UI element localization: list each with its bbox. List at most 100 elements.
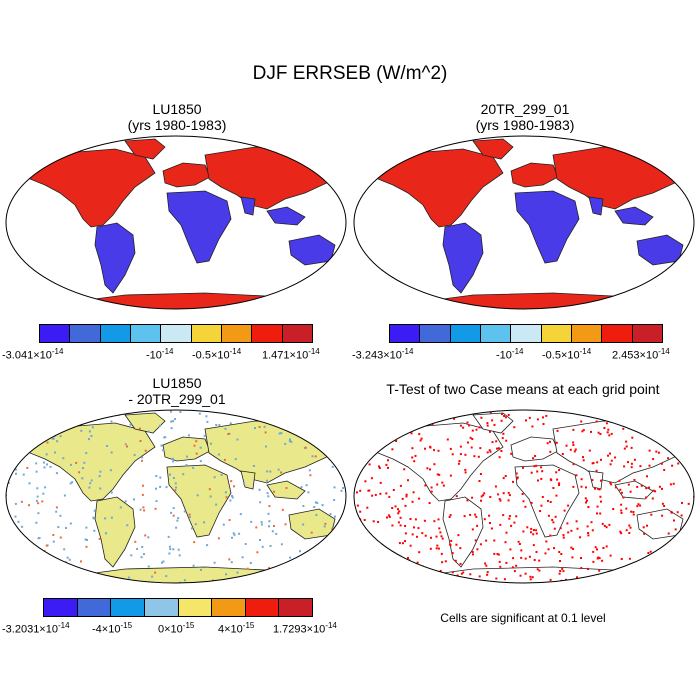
land4-cell: [555, 494, 558, 497]
land4-cell: [357, 568, 360, 571]
land4-cell: [449, 447, 452, 450]
land3-cell: [36, 495, 39, 498]
land4-cell: [642, 526, 645, 529]
land4-cell: [515, 515, 518, 518]
land4-cell: [429, 547, 432, 550]
land4-cell: [602, 547, 605, 549]
land4-cell: [633, 478, 636, 481]
land4-cell: [531, 425, 534, 428]
land3-cell: [17, 520, 20, 523]
land4-cell: [417, 527, 420, 530]
land3-cell: [169, 473, 171, 476]
land4-cell: [412, 425, 415, 428]
land3-cell: [280, 471, 283, 474]
land4-cell: [460, 572, 463, 575]
land3-cell: [319, 438, 322, 441]
land4-cell: [599, 512, 602, 515]
land4-cell: [605, 422, 608, 425]
land4-cell: [412, 491, 415, 494]
land3-cell: [32, 571, 35, 574]
land3-cell: [315, 549, 317, 552]
land3-cell: [11, 441, 14, 443]
land3-cell: [344, 572, 346, 575]
land4-cell: [560, 553, 563, 555]
land4-cell: [579, 579, 582, 582]
land4-cell: [409, 518, 412, 520]
land4-cell: [483, 492, 486, 495]
land4-cell: [658, 485, 661, 488]
land4-cell: [613, 573, 616, 576]
land4-cell: [410, 567, 413, 570]
land4-cell: [362, 580, 365, 583]
land3-cell: [155, 487, 157, 490]
land3-cell: [200, 568, 202, 571]
land4-cell: [378, 423, 380, 426]
land4-cell: [667, 457, 670, 460]
land4-cell: [672, 551, 675, 554]
land3-cell: [186, 455, 188, 458]
land4-cell: [480, 499, 482, 502]
land4-cell: [449, 543, 452, 546]
land4-cell: [535, 529, 538, 532]
land3-cell: [65, 527, 67, 529]
land4-cell: [559, 560, 561, 562]
land4-cell: [489, 411, 492, 414]
land4-cell: [356, 491, 358, 494]
land3-cell: [195, 440, 198, 443]
land4-cell: [379, 481, 382, 484]
land4-cell: [480, 495, 483, 498]
land4-cell: [358, 414, 361, 417]
land4-cell: [650, 513, 653, 516]
land3-cell: [174, 482, 177, 485]
land3-cell: [170, 511, 173, 514]
panel4-land: [354, 410, 694, 583]
panel2-colorbar-tick-1: -10-14: [496, 347, 524, 362]
land3-cell: [268, 520, 271, 523]
land4-cell: [609, 452, 611, 455]
land4-cell: [386, 418, 389, 421]
land3-cell: [10, 547, 13, 550]
land3-cell: [264, 431, 267, 434]
panel3-title-line2: - 20TR_299_01: [128, 391, 226, 407]
land3-cell: [110, 420, 113, 423]
land4-cell: [536, 568, 539, 571]
land3-cell: [59, 514, 62, 517]
land4-cell: [650, 434, 653, 437]
land4-cell: [639, 465, 642, 468]
land4-cell: [582, 429, 585, 432]
land3-cell: [151, 575, 154, 578]
land3-cell: [21, 570, 24, 573]
land4-cell: [605, 526, 608, 529]
land3-cell: [318, 442, 321, 445]
panel3-colorbar-tick-2: 0×10-15: [158, 621, 195, 636]
land4-cell: [516, 476, 519, 479]
land3-cell: [161, 561, 163, 564]
land3-cell: [324, 522, 327, 525]
land4-cell: [645, 487, 648, 490]
land4-cell: [374, 581, 377, 583]
land3-cell: [89, 482, 92, 485]
land4-cell: [572, 428, 575, 431]
land3-cell: [306, 574, 309, 577]
land4-cell: [425, 416, 428, 419]
land4-cell: [440, 535, 443, 538]
land4-cell: [370, 561, 373, 564]
land4-cell: [679, 437, 682, 440]
land3-cell: [229, 422, 232, 425]
land3-cell: [269, 545, 272, 547]
land3-cell: [172, 514, 175, 517]
land3-cell: [14, 446, 16, 449]
land4-cell: [387, 466, 389, 469]
land3-cell: [217, 537, 220, 540]
land4-cell: [572, 410, 575, 412]
panel3-colorbar-swatch-7: [245, 599, 280, 616]
land4-cell: [623, 465, 626, 468]
land4-cell: [377, 414, 380, 417]
land4-cell: [381, 431, 384, 434]
land3-cell: [241, 556, 244, 559]
panel2-map-border: [353, 135, 695, 310]
land4-cell: [648, 449, 651, 452]
land3-cell: [236, 438, 239, 441]
land4-cell: [673, 519, 675, 522]
